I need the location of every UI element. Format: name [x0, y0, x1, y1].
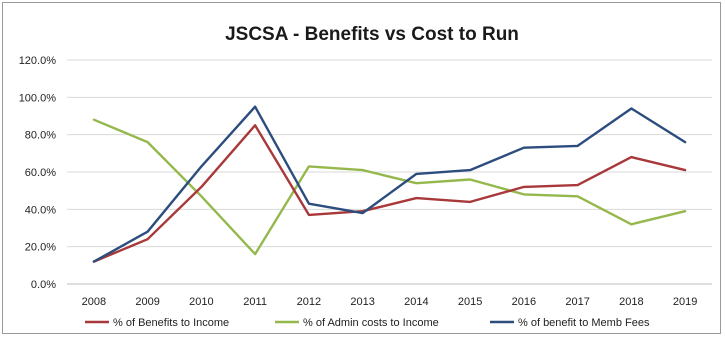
legend-label: % of Admin costs to Income: [303, 317, 439, 329]
gridlines: [67, 59, 712, 285]
x-tick-label: 2011: [243, 296, 267, 308]
series-line-2: [92, 118, 687, 256]
x-tick-label: 2018: [619, 296, 643, 308]
legend-label: % of benefit to Memb Fees: [518, 317, 650, 329]
y-tick-label: 100.0%: [19, 92, 57, 104]
legend: % of Benefits to Income % of Admin costs …: [85, 317, 650, 329]
chart-title: JSCSA - Benefits vs Cost to Run: [225, 24, 519, 45]
y-tick-label: 40.0%: [25, 204, 56, 216]
y-tick-label: 20.0%: [25, 242, 56, 254]
series-line-1: [92, 124, 687, 263]
series-lines: [92, 105, 687, 263]
x-tick-label: 2015: [458, 296, 482, 308]
x-axis-ticks: 2008 2009 2010 2011 2012 2013 2014 2015 2016 2017…: [82, 296, 698, 308]
x-tick-label: 2014: [404, 296, 428, 308]
x-tick-label: 2008: [82, 296, 106, 308]
x-tick-label: 2017: [565, 296, 589, 308]
legend-label: % of Benefits to Income: [113, 317, 229, 329]
y-axis-ticks: 0.0% 20.0% 40.0% 60.0% 80.0% 100.0% 120.0%: [19, 55, 57, 291]
y-tick-label: 120.0%: [19, 55, 57, 67]
y-tick-label: 0.0%: [31, 279, 56, 291]
x-tick-label: 2016: [512, 296, 536, 308]
series-line-3: [92, 105, 687, 263]
y-tick-label: 60.0%: [25, 167, 56, 179]
x-tick-label: 2009: [135, 296, 159, 308]
chart-frame: [2, 2, 721, 334]
x-tick-label: 2010: [189, 296, 213, 308]
x-tick-label: 2012: [297, 296, 321, 308]
x-tick-label: 2013: [350, 296, 374, 308]
x-tick-label: 2019: [673, 296, 697, 308]
y-tick-label: 80.0%: [25, 130, 56, 142]
